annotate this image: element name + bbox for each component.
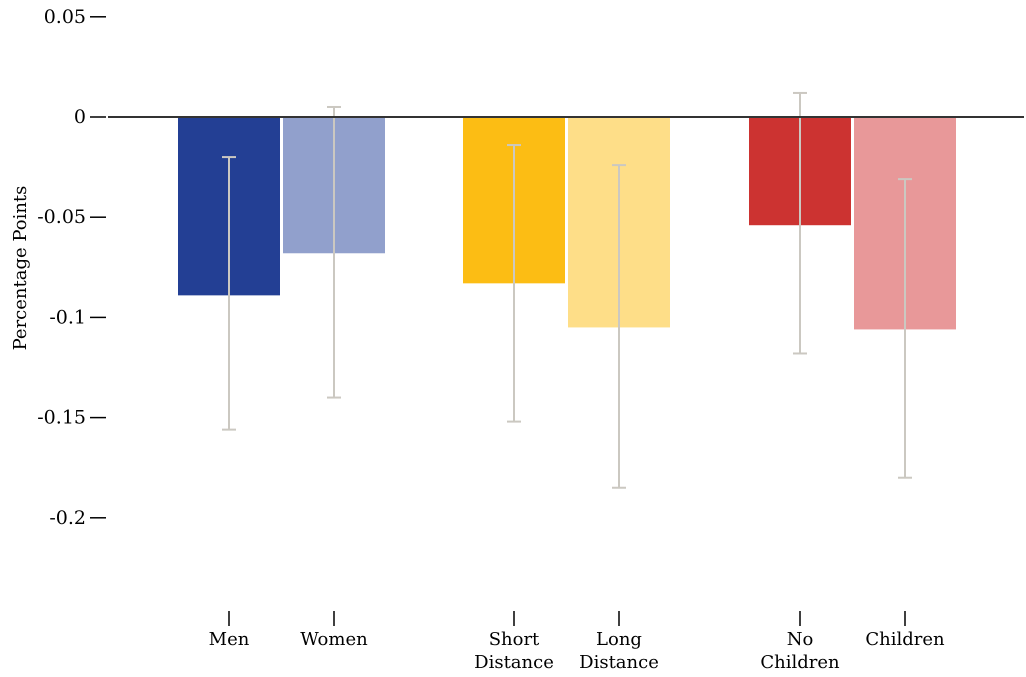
- y-axis: 0.05 0 -0.05 -0.1 -0.15 -0.2: [37, 6, 106, 529]
- category-label: No: [787, 629, 814, 650]
- y-tick-label: -0.05: [37, 206, 86, 228]
- y-axis-title: Percentage Points: [10, 186, 31, 351]
- bars-layer: [178, 117, 956, 330]
- y-tick-label: -0.1: [49, 306, 86, 328]
- category-label: Women: [300, 629, 368, 650]
- error-bars-layer: [222, 91, 912, 489]
- category-label: Distance: [474, 652, 554, 673]
- y-tick-label: 0: [74, 106, 86, 128]
- y-tick-label: -0.15: [37, 407, 86, 429]
- y-tick-label: 0.05: [44, 6, 86, 28]
- y-tick-label: -0.2: [49, 507, 86, 529]
- category-label: Short: [489, 629, 540, 650]
- category-label: Distance: [579, 652, 659, 673]
- category-label: Children: [865, 629, 945, 650]
- category-label: Long: [596, 629, 642, 650]
- category-label: Men: [209, 629, 250, 650]
- category-label: Children: [760, 652, 840, 673]
- x-axis: Men Women ShortDistanceLongDistanceNoChild…: [209, 611, 945, 673]
